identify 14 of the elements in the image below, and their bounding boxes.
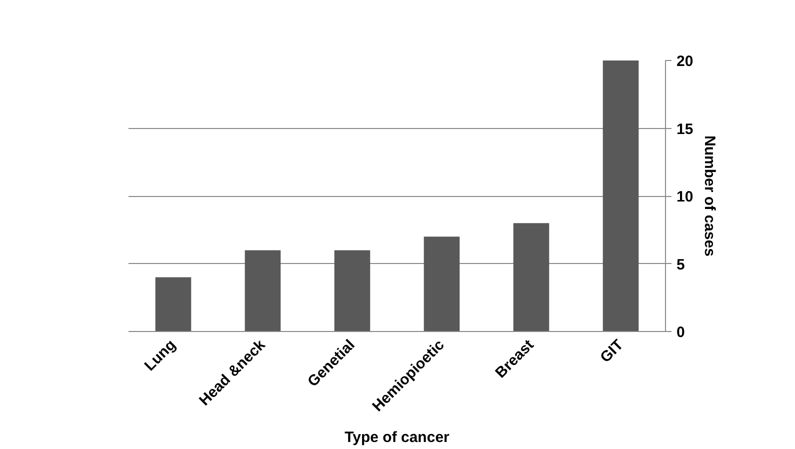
x-axis-title: Type of cancer (344, 429, 450, 446)
y-tick-label: 5 (676, 256, 685, 274)
y-tick-label: 15 (676, 120, 694, 138)
y-tick-label: 20 (676, 53, 694, 70)
y-axis-title: Number of cases (701, 136, 718, 256)
y-tick-label: 10 (676, 188, 694, 206)
x-tick-label: GIT (597, 336, 627, 366)
bar (334, 250, 370, 332)
bar (513, 223, 550, 332)
bar (155, 277, 192, 332)
bar (602, 60, 639, 332)
y-tick-label: 0 (676, 324, 685, 341)
bar (244, 250, 281, 332)
bar (424, 236, 460, 332)
